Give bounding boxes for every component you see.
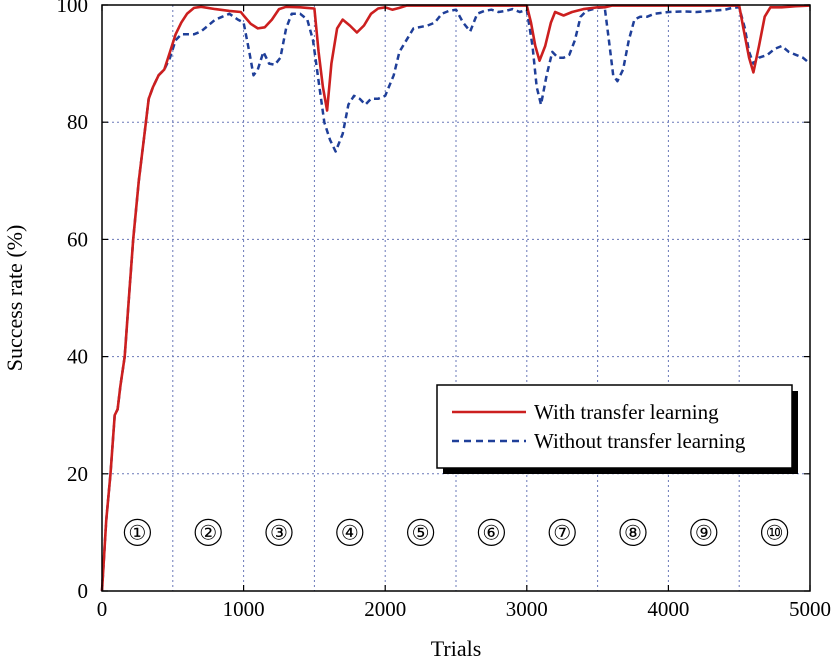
y-tick-label: 80 bbox=[67, 110, 88, 134]
y-axis-title: Success rate (%) bbox=[2, 225, 27, 372]
phase-label: ⑨ bbox=[695, 522, 713, 544]
phase-labels: ① ② ③ ④ ⑤ ⑥ ⑦ ⑧ ⑨ ⑩ bbox=[123, 518, 789, 547]
series-layer bbox=[100, 4, 811, 592]
phase-label: ② bbox=[199, 522, 217, 544]
phase-marker bbox=[760, 518, 789, 547]
phase-marker bbox=[123, 518, 151, 547]
plot-area bbox=[102, 5, 810, 591]
y-tick-label: 40 bbox=[67, 345, 88, 369]
legend-label-with-transfer: With transfer learning bbox=[534, 400, 719, 424]
x-tick-label: 4000 bbox=[647, 597, 689, 621]
series-line bbox=[100, 6, 811, 592]
x-tick-label: 3000 bbox=[506, 597, 548, 621]
y-tick-label: 20 bbox=[67, 462, 88, 486]
phase-label: ⑩ bbox=[766, 522, 784, 544]
phase-label: ③ bbox=[270, 522, 288, 544]
x-tick-label: 1000 bbox=[223, 597, 265, 621]
x-axis: 0 1000 2000 3000 4000 5000 bbox=[97, 5, 831, 621]
phase-marker bbox=[336, 518, 364, 547]
x-tick-label: 2000 bbox=[364, 597, 406, 621]
x-tick-label: 5000 bbox=[789, 597, 831, 621]
phase-label: ⑥ bbox=[482, 522, 500, 544]
phase-label: ④ bbox=[341, 522, 359, 544]
phase-label: ⑧ bbox=[624, 522, 642, 544]
phase-marker bbox=[477, 518, 505, 547]
phase-label: ① bbox=[128, 522, 146, 544]
series-line bbox=[100, 4, 811, 592]
phase-label: ⑦ bbox=[553, 522, 571, 544]
plot-frame bbox=[101, 4, 811, 592]
phase-label: ⑤ bbox=[412, 522, 430, 544]
phase-marker bbox=[194, 518, 222, 547]
phase-marker bbox=[548, 518, 576, 547]
phase-marker bbox=[407, 518, 435, 547]
phase-marker bbox=[690, 518, 718, 547]
x-axis-title: Trials bbox=[431, 636, 482, 661]
phase-marker bbox=[619, 518, 647, 547]
y-axis: 0 20 40 60 80 100 bbox=[57, 0, 810, 603]
y-tick-label: 0 bbox=[78, 579, 89, 603]
legend: With transfer learning Without transfer … bbox=[436, 384, 798, 474]
x-tick-label: 0 bbox=[97, 597, 108, 621]
y-tick-label: 60 bbox=[67, 227, 88, 251]
y-tick-label: 100 bbox=[57, 0, 89, 17]
phase-marker bbox=[265, 518, 293, 547]
legend-label-without-transfer: Without transfer learning bbox=[534, 429, 746, 453]
legend-box bbox=[436, 384, 793, 469]
